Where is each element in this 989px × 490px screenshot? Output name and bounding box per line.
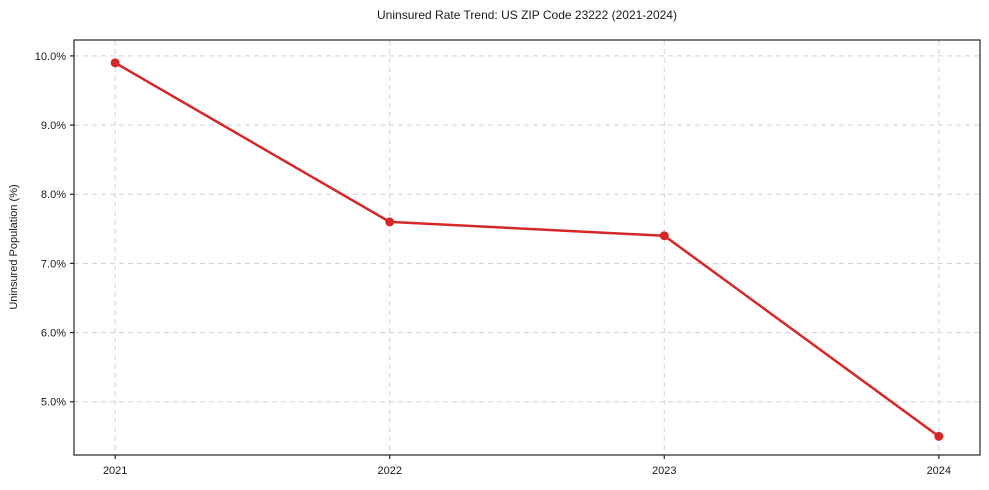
data-point: [110, 58, 120, 68]
plot-border: [73, 39, 981, 456]
data-point: [934, 431, 944, 441]
x-tick-label: 2021: [103, 465, 127, 477]
trend-line: [113, 61, 941, 438]
x-tick-label: 2023: [652, 465, 676, 477]
y-tick-label: 6.0%: [41, 328, 66, 340]
y-tick-label: 8.0%: [41, 189, 66, 201]
data-point: [385, 217, 395, 227]
data-point: [659, 231, 669, 241]
x-tick-label: 2022: [377, 465, 401, 477]
y-tick-label: 9.0%: [41, 120, 66, 132]
y-tick-label: 5.0%: [41, 397, 66, 409]
chart-title: Uninsured Rate Trend: US ZIP Code 23222 …: [377, 8, 677, 22]
y-tick-label: 10.0%: [35, 51, 66, 63]
y-tick-label: 7.0%: [41, 258, 66, 270]
x-tick-label: 2024: [927, 465, 951, 477]
y-axis-label: Uninsured Population (%): [8, 184, 20, 310]
